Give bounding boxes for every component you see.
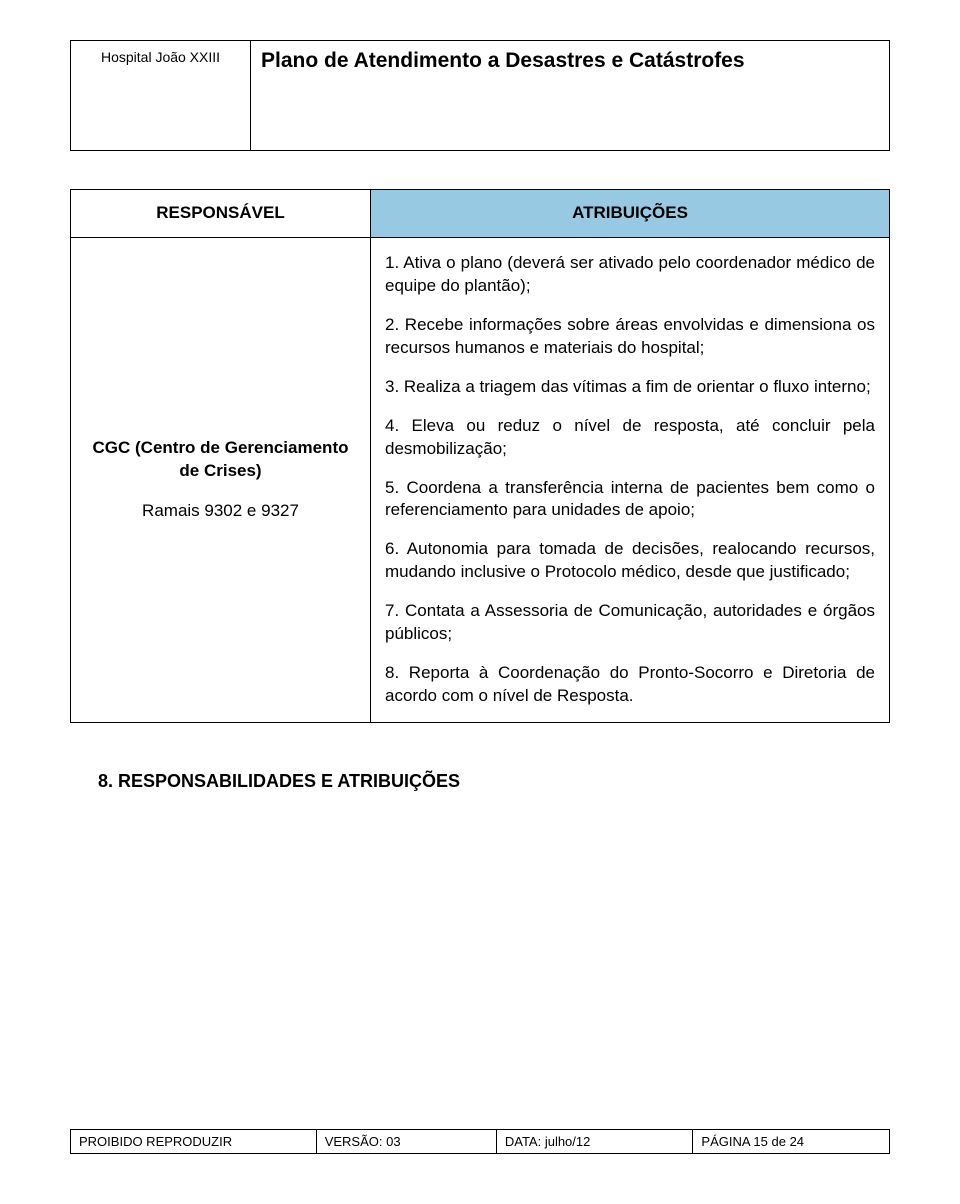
document-footer-table: PROIBIDO REPRODUZIR VERSÃO: 03 DATA: jul… xyxy=(70,1129,890,1154)
footer-versao: VERSÃO: 03 xyxy=(316,1130,496,1154)
section-heading: 8. RESPONSABILIDADES E ATRIBUIÇÕES xyxy=(98,771,890,792)
atribuicao-item: 2. Recebe informações sobre áreas envolv… xyxy=(385,314,875,360)
atribuicoes-cell: 1. Ativa o plano (deverá ser ativado pel… xyxy=(371,237,890,722)
document-title-cell: Plano de Atendimento a Desastres e Catás… xyxy=(251,41,890,151)
atribuicao-item: 6. Autonomia para tomada de decisões, re… xyxy=(385,538,875,584)
responsavel-cell: CGC (Centro de Gerenciamento de Crises) … xyxy=(71,237,371,722)
atribuicao-item: 8. Reporta à Coordenação do Pronto-Socor… xyxy=(385,662,875,708)
atribuicao-item: 4. Eleva ou reduz o nível de resposta, a… xyxy=(385,415,875,461)
column-header-responsavel: RESPONSÁVEL xyxy=(71,190,371,238)
column-header-atribuicoes: ATRIBUIÇÕES xyxy=(371,190,890,238)
footer-data: DATA: julho/12 xyxy=(496,1130,693,1154)
hospital-name-cell: Hospital João XXIII xyxy=(71,41,251,151)
responsibilities-table: RESPONSÁVEL ATRIBUIÇÕES CGC (Centro de G… xyxy=(70,189,890,723)
atribuicao-item: 7. Contata a Assessoria de Comunicação, … xyxy=(385,600,875,646)
footer-proibido: PROIBIDO REPRODUZIR xyxy=(71,1130,317,1154)
responsavel-title: CGC (Centro de Gerenciamento de Crises) xyxy=(85,437,356,483)
document-header-table: Hospital João XXIII Plano de Atendimento… xyxy=(70,40,890,151)
footer-pagina: PÁGINA 15 de 24 xyxy=(693,1130,890,1154)
atribuicao-item: 5. Coordena a transferência interna de p… xyxy=(385,477,875,523)
atribuicao-item: 1. Ativa o plano (deverá ser ativado pel… xyxy=(385,252,875,298)
atribuicao-item: 3. Realiza a triagem das vítimas a fim d… xyxy=(385,376,875,399)
responsavel-ramais: Ramais 9302 e 9327 xyxy=(85,500,356,523)
